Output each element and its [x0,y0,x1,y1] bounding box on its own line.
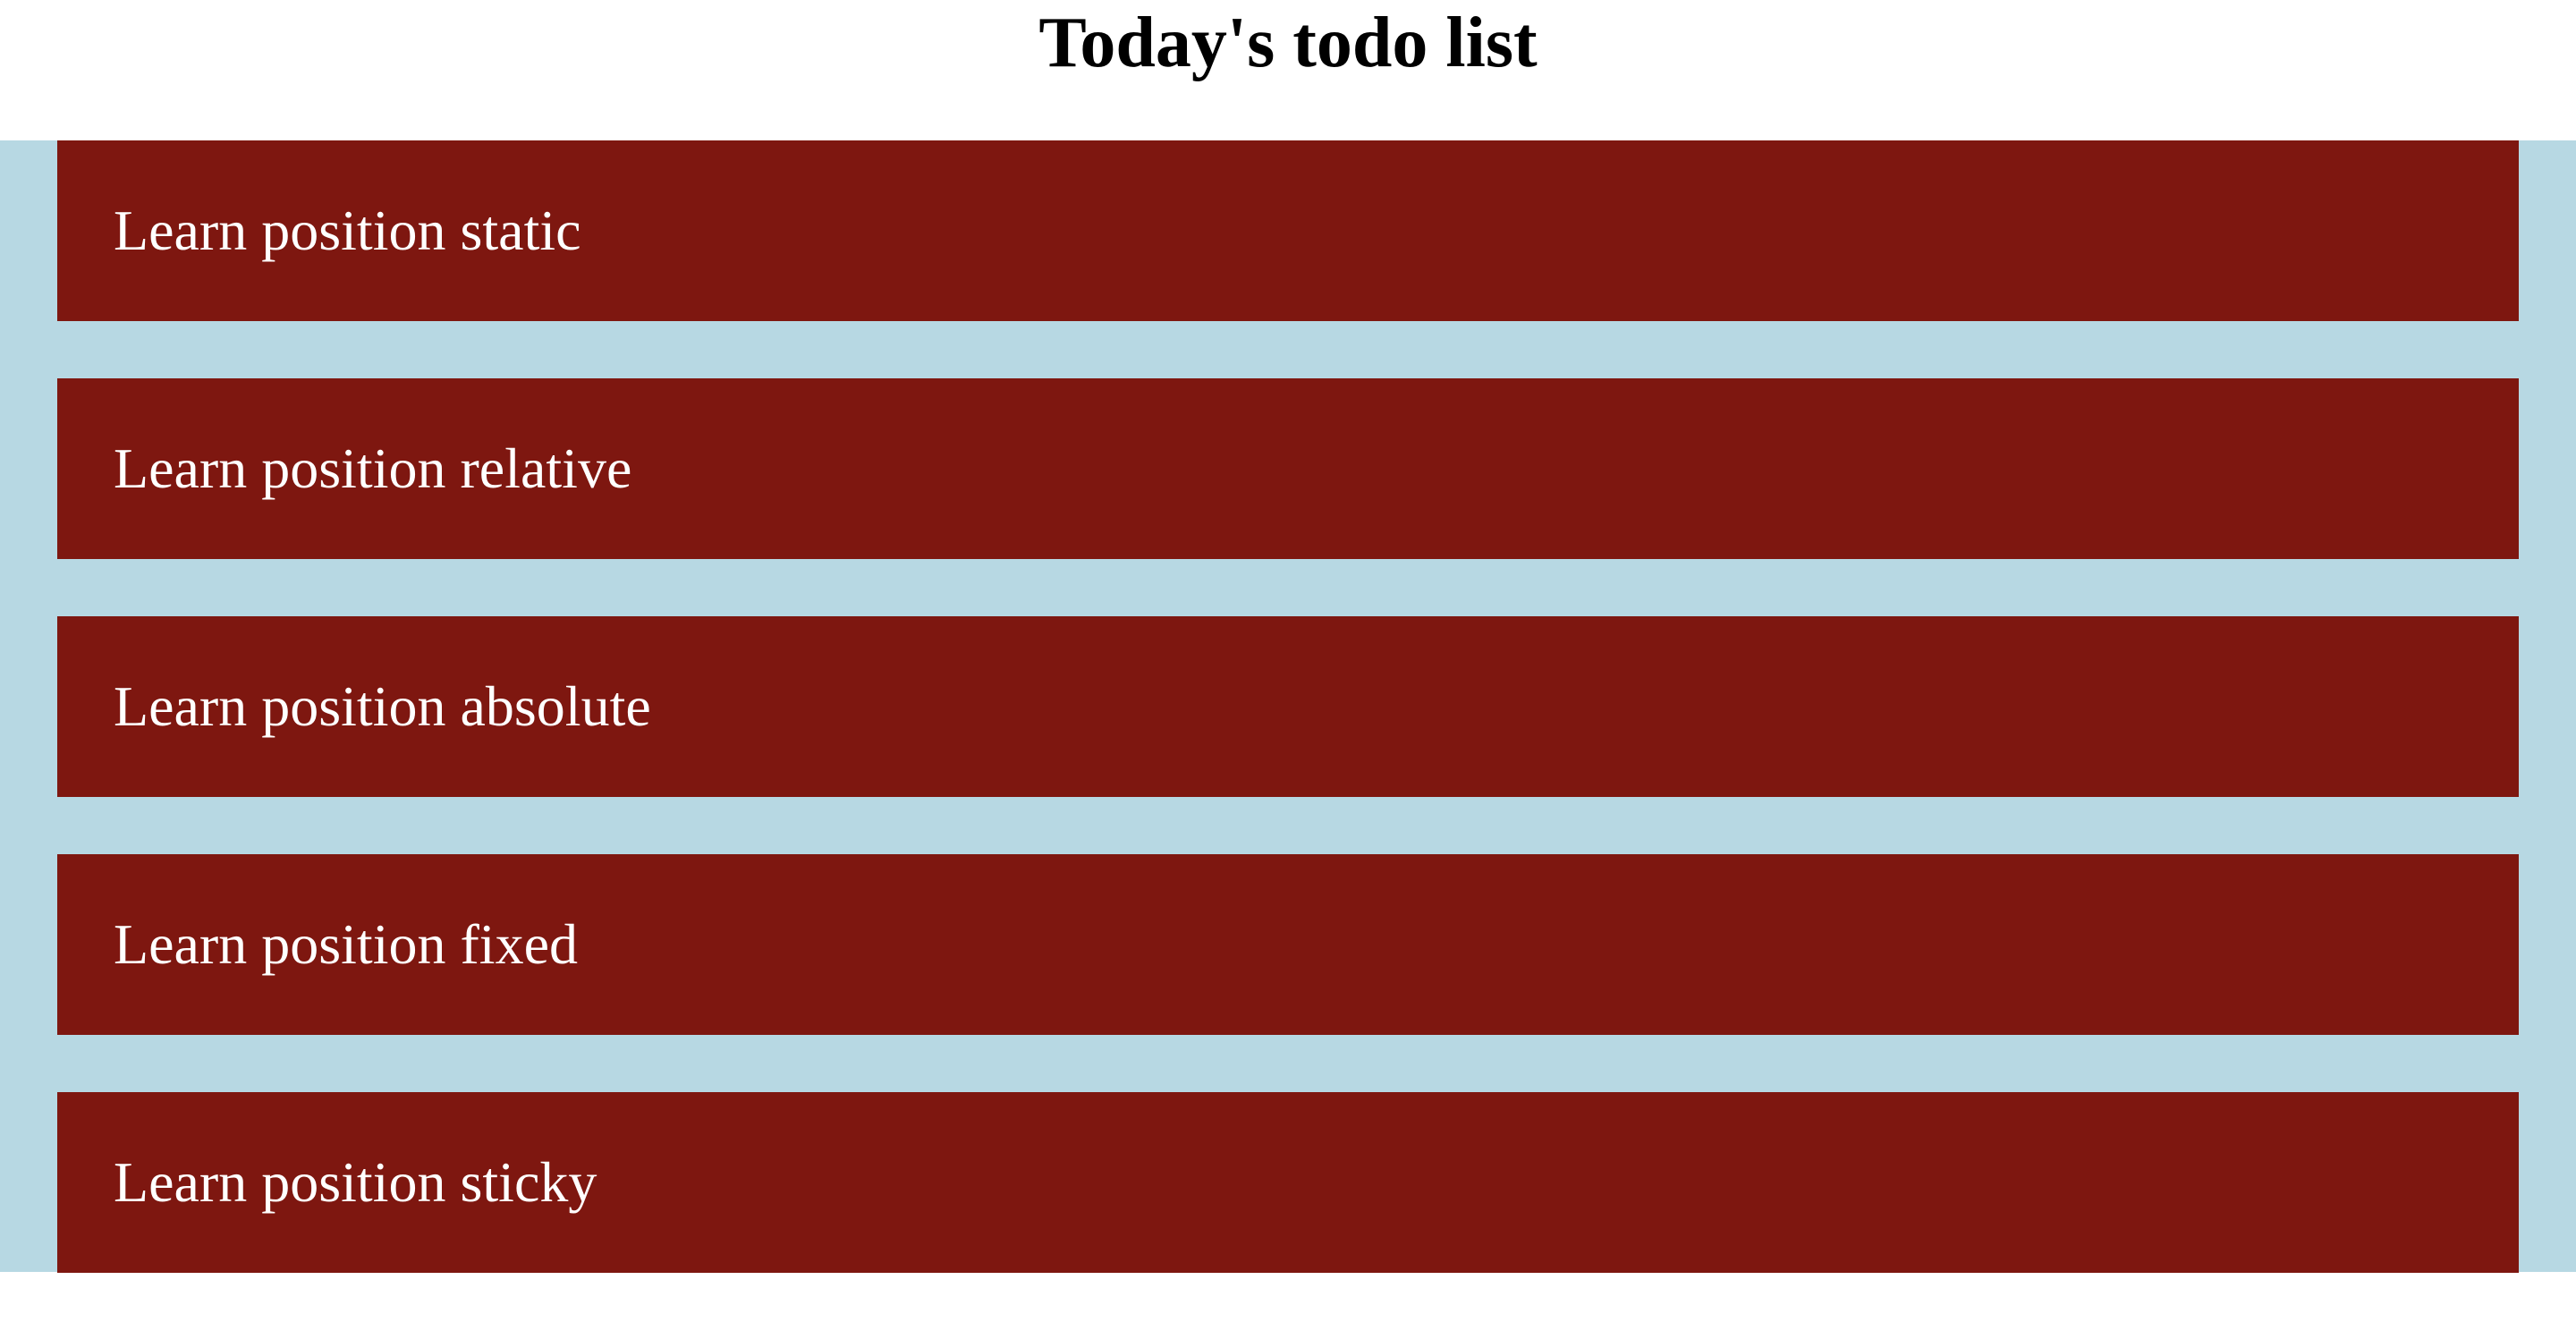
todo-item: Learn position static [57,140,2519,321]
todo-list-container: Learn position static Learn position rel… [0,140,2576,1273]
todo-item-label: Learn position absolute [114,674,651,738]
todo-item-label: Learn position sticky [114,1150,597,1214]
todo-item-label: Learn position relative [114,436,632,500]
todo-item-label: Learn position fixed [114,912,578,976]
todo-item: Learn position relative [57,378,2519,559]
page-title: Today's todo list [1038,4,1538,82]
todo-item: Learn position absolute [57,616,2519,797]
todo-item: Learn position fixed [57,854,2519,1035]
todo-item: Learn position sticky [57,1092,2519,1273]
todo-item-label: Learn position static [114,199,581,262]
